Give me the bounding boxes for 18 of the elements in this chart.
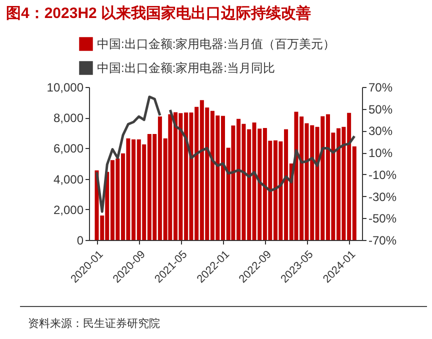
y-tick-label: 2,000 xyxy=(53,202,84,217)
legend-label: 中国:出口金额:家用电器:当月值（百万美元） xyxy=(97,37,336,51)
y2-tick-label: -10% xyxy=(368,168,397,182)
y2-tick-label: -50% xyxy=(368,212,397,226)
y-tick-label: 4,000 xyxy=(53,172,84,186)
text: 资料来源：民生证券研究院 xyxy=(28,316,160,331)
y2-tick-label: 10% xyxy=(368,146,393,160)
y2-tick-label: 70% xyxy=(368,80,393,94)
y2-tick-label: -30% xyxy=(368,190,397,204)
y-tick-label: 0 xyxy=(76,234,84,248)
y-tick-label: 6,000 xyxy=(53,142,84,156)
legend-label: 中国:出口金额:家用电器:当月同比 xyxy=(97,61,276,75)
y2-tick-label: 50% xyxy=(368,102,393,116)
y2-tick-label: 30% xyxy=(368,124,393,138)
y2-tick-label: -70% xyxy=(368,234,397,248)
chart-title: 图4：2023H2 以来我国家电出口边际持续改善 xyxy=(6,4,312,23)
y-tick-label: 8,000 xyxy=(53,111,84,126)
y-tick-label: 10,000 xyxy=(46,80,84,94)
